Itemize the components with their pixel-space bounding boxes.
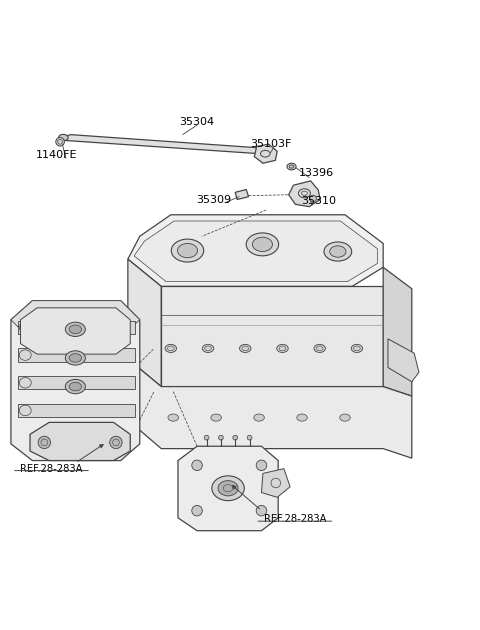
Circle shape bbox=[38, 436, 50, 449]
Polygon shape bbox=[56, 135, 275, 154]
Polygon shape bbox=[128, 359, 412, 458]
Circle shape bbox=[256, 460, 267, 471]
Polygon shape bbox=[18, 348, 135, 362]
Polygon shape bbox=[18, 321, 135, 334]
Circle shape bbox=[256, 505, 267, 516]
Circle shape bbox=[192, 505, 202, 516]
Ellipse shape bbox=[246, 233, 279, 256]
Polygon shape bbox=[18, 404, 135, 417]
Polygon shape bbox=[178, 446, 278, 530]
Ellipse shape bbox=[212, 476, 244, 501]
Ellipse shape bbox=[59, 134, 68, 140]
Ellipse shape bbox=[324, 242, 352, 261]
Ellipse shape bbox=[264, 147, 275, 155]
Ellipse shape bbox=[287, 163, 296, 170]
Ellipse shape bbox=[340, 414, 350, 421]
Ellipse shape bbox=[252, 238, 273, 251]
Circle shape bbox=[204, 435, 209, 440]
Polygon shape bbox=[18, 376, 135, 389]
Ellipse shape bbox=[211, 414, 221, 421]
Ellipse shape bbox=[69, 325, 82, 334]
Polygon shape bbox=[134, 221, 377, 282]
Ellipse shape bbox=[351, 345, 363, 352]
Text: 13396: 13396 bbox=[299, 168, 334, 178]
Ellipse shape bbox=[314, 345, 325, 352]
Ellipse shape bbox=[297, 414, 307, 421]
Polygon shape bbox=[30, 422, 130, 461]
Circle shape bbox=[310, 195, 316, 202]
Ellipse shape bbox=[165, 345, 177, 352]
Polygon shape bbox=[262, 469, 290, 497]
Polygon shape bbox=[128, 259, 161, 387]
Polygon shape bbox=[383, 267, 412, 396]
Ellipse shape bbox=[65, 322, 85, 336]
Ellipse shape bbox=[240, 345, 251, 352]
Polygon shape bbox=[161, 287, 383, 387]
Text: REF.28-283A: REF.28-283A bbox=[20, 464, 83, 474]
Ellipse shape bbox=[171, 239, 204, 262]
Text: 1140FE: 1140FE bbox=[36, 150, 77, 159]
Ellipse shape bbox=[65, 379, 85, 394]
Ellipse shape bbox=[178, 243, 198, 258]
Circle shape bbox=[192, 460, 202, 471]
Polygon shape bbox=[21, 308, 130, 354]
Polygon shape bbox=[11, 301, 140, 328]
Circle shape bbox=[56, 137, 64, 146]
Text: 35103F: 35103F bbox=[251, 139, 292, 149]
Circle shape bbox=[247, 435, 252, 440]
Polygon shape bbox=[288, 181, 320, 207]
Ellipse shape bbox=[254, 414, 264, 421]
Ellipse shape bbox=[65, 351, 85, 365]
Ellipse shape bbox=[168, 414, 179, 421]
Ellipse shape bbox=[289, 165, 294, 168]
Circle shape bbox=[233, 435, 238, 440]
Text: 35309: 35309 bbox=[196, 195, 231, 205]
Polygon shape bbox=[254, 144, 277, 163]
Ellipse shape bbox=[330, 246, 346, 257]
Circle shape bbox=[110, 436, 122, 449]
Ellipse shape bbox=[69, 353, 82, 362]
Text: REF.28-283A: REF.28-283A bbox=[264, 514, 326, 524]
Polygon shape bbox=[11, 301, 140, 461]
Ellipse shape bbox=[69, 382, 82, 391]
Polygon shape bbox=[388, 339, 419, 382]
Ellipse shape bbox=[202, 345, 214, 352]
Text: 35304: 35304 bbox=[180, 117, 215, 127]
Polygon shape bbox=[128, 215, 383, 287]
Polygon shape bbox=[235, 190, 249, 200]
Circle shape bbox=[218, 435, 223, 440]
Text: 35310: 35310 bbox=[301, 197, 336, 207]
Ellipse shape bbox=[277, 345, 288, 352]
Ellipse shape bbox=[218, 481, 238, 496]
